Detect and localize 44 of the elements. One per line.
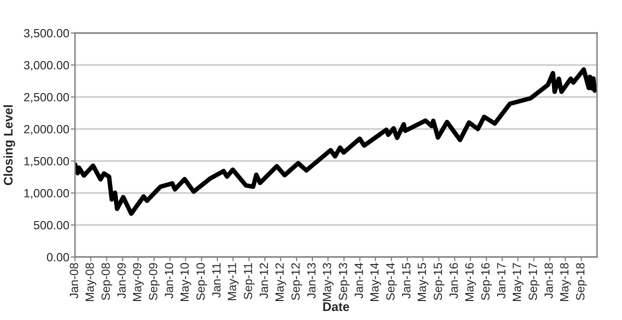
x-tick-label: Sep-13 [338,263,350,300]
x-tick-label: Jan-13 [307,263,316,298]
x-tick-label: Jan-15 [402,263,410,298]
x-tick-label: Jan-08 [70,263,78,298]
x-tick-label: Sep-11 [244,263,254,300]
x-tick-label: May-09 [132,263,144,301]
x-tick-label: May-08 [86,263,96,301]
x-tick-label: Jan-10 [164,263,174,298]
y-tick-label: 500.00 [34,221,69,230]
x-tick-label: May-11 [228,263,239,300]
x-tick-label: Sep-18 [576,263,587,300]
x-tick-label: May-14 [370,262,381,301]
y-axis-title: Closing Level [3,105,16,186]
x-tick-label: May-12 [275,263,286,301]
x-tick-label: May-18 [560,263,571,301]
y-tick-label: 2,500.00 [24,93,69,103]
x-tick-label: Sep-17 [528,263,540,300]
x-tick-label: Sep-12 [291,263,302,300]
x-tick-label: Jan-09 [117,263,126,298]
y-tick-label: 3,500.00 [24,29,69,39]
x-tick-label: May-13 [322,263,334,301]
y-tick-label: 3,000.00 [24,61,69,71]
x-tick-label: May-16 [465,263,476,301]
x-tick-label: Sep-10 [196,263,208,300]
line-series [75,67,597,216]
x-tick-label: Sep-14 [386,262,397,300]
x-tick-label: May-15 [418,263,428,301]
x-tick-label: Jan-16 [450,263,458,298]
y-tick-label: 1,000.00 [24,189,69,199]
x-tick-label: Sep-16 [481,263,492,300]
x-tick-label: Jan-11 [212,263,221,298]
y-tick-label: 2,000.00 [24,125,69,135]
x-tick-label: Sep-15 [434,263,444,300]
x-tick-label: Jan-14 [354,262,364,298]
x-tick-label: Jan-12 [260,263,268,298]
x-tick-label: Sep-09 [148,263,160,300]
x-tick-label: Jan-17 [497,263,506,298]
y-tick-label: 0.00 [46,253,69,262]
x-tick-label: Jan-18 [544,263,553,298]
x-axis-title: Date [323,302,350,312]
x-tick-label: Sep-08 [102,263,112,300]
x-tick-label: May-17 [512,263,524,301]
x-tick-label: May-10 [180,263,192,301]
y-tick-label: 1,500.00 [24,157,69,167]
